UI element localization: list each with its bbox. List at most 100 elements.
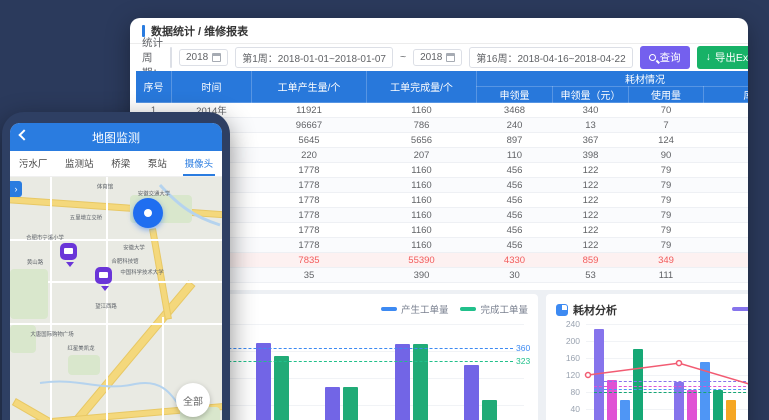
map-label: 五里墩立交桥	[69, 216, 103, 222]
phone-tab-泵站[interactable]: 泵站	[147, 159, 167, 170]
bar-group	[674, 362, 736, 420]
table-cell: 67	[703, 162, 748, 178]
table-cell: 67	[703, 222, 748, 238]
table-cell: 110	[476, 147, 553, 163]
bar-group	[594, 329, 643, 420]
table-cell: 7	[628, 117, 704, 133]
map-label: 合肥市宁溪小学	[26, 236, 64, 242]
consumables-chart-legend[interactable]	[732, 307, 748, 311]
map-street	[50, 177, 52, 420]
bar-group	[464, 365, 497, 420]
table-cell: 79	[628, 162, 704, 178]
table-cell: 67	[703, 237, 748, 253]
bar-产生工单量	[464, 365, 479, 420]
bar-完成工单量	[274, 356, 289, 420]
col-header-time: 时间	[171, 70, 252, 103]
table-cell: 67	[703, 207, 748, 223]
week-start-input[interactable]: 第1周：2018-01-01~2018-01-07	[235, 46, 393, 68]
consumables-chart-title: 耗材分析	[556, 302, 617, 318]
bar	[713, 390, 723, 420]
table-cell: 79	[628, 207, 704, 223]
table-cell: 55390	[366, 252, 477, 268]
workorder-bar-chart: 360 323	[138, 294, 538, 420]
breadcrumb-text: 数据统计 / 维修报表	[151, 25, 249, 38]
table-cell: 1778	[251, 192, 367, 208]
map-park	[68, 355, 100, 375]
table-cell: 1160	[366, 237, 477, 253]
bar-产生工单量	[395, 344, 410, 420]
bar-group	[256, 343, 289, 420]
reference-line	[168, 347, 513, 349]
table-cell: 456	[476, 177, 553, 193]
period-option-年[interactable]: 年	[171, 48, 172, 67]
table-cell: 390	[366, 267, 477, 283]
gridline	[586, 409, 748, 410]
phone-tab-bar: 污水厂 监测站 桥梁 泵站 摄像头	[10, 151, 222, 177]
reference-line	[594, 392, 748, 393]
table-cell: 859	[552, 252, 629, 268]
bar	[700, 362, 710, 420]
table-cell: 240	[476, 117, 553, 133]
workorder-chart-legend: 产生工单量 完成工单量	[380, 302, 528, 316]
map-label: 合肥科技馆	[111, 259, 139, 265]
chevron-left-icon[interactable]	[18, 129, 30, 141]
table-cell: 7835	[251, 252, 367, 268]
table-cell: 456	[476, 192, 553, 208]
chevron-right-icon[interactable]: ›	[10, 181, 22, 197]
table-cell: 79	[628, 222, 704, 238]
year-end-value: 2018	[420, 51, 443, 63]
table-cell: 124	[628, 132, 704, 148]
legend-item-产生工单量[interactable]: 产生工单量	[380, 302, 448, 316]
map-label: 体育馆	[96, 185, 114, 191]
table-cell: 786	[366, 117, 477, 133]
reference-line	[594, 388, 748, 390]
export-excel-button[interactable]: ↓ 导出Excel	[696, 45, 748, 69]
gridline	[586, 324, 748, 325]
table-cell: 67	[703, 192, 748, 208]
table-cell: 122	[552, 222, 629, 238]
mobile-phone-mockup: 地图监测 污水厂 监测站 桥梁 泵站 摄像头 体育馆 安徽交通大学 五里墩立交桥 合肥市宁溪小…	[2, 112, 230, 420]
table-cell: 4330	[476, 252, 553, 268]
report-table: 序号 时间 工单产生量/个 工单完成量/个 耗材情况 申领量申领量（元）使用量库…	[135, 70, 748, 306]
map-label: 大唐国际购物广场	[30, 332, 74, 338]
table-cell: 35	[251, 267, 367, 283]
camera-marker[interactable]	[60, 243, 77, 267]
reference-line-label: 323	[516, 355, 531, 366]
table-cell: 122	[552, 207, 629, 223]
bar-产生工单量	[325, 387, 340, 420]
camera-marker[interactable]	[95, 267, 112, 291]
table-cell: 5656	[366, 132, 477, 148]
phone-tab-摄像头[interactable]: 摄像头	[182, 151, 216, 176]
table-cell: 340	[552, 102, 629, 118]
phone-tab-污水厂[interactable]: 污水厂	[18, 159, 48, 170]
phone-tab-桥梁[interactable]: 桥梁	[111, 159, 131, 170]
year-end-select[interactable]: 2018	[413, 48, 463, 66]
query-button[interactable]: 查询	[639, 45, 690, 69]
table-row: 12014年119211160346834070250	[135, 102, 748, 118]
year-start-select[interactable]: 2018	[179, 48, 229, 66]
gridline	[586, 341, 748, 342]
map-street	[10, 239, 222, 241]
table-cell: 1778	[251, 162, 367, 178]
week-end-input[interactable]: 第16周：2018-04-16~2018-04-22	[469, 46, 633, 68]
table-cell: 122	[552, 177, 629, 193]
map-all-button[interactable]: 全部	[176, 383, 210, 417]
map-view[interactable]: 体育馆 安徽交通大学 五里墩立交桥 合肥市宁溪小学 安徽大学 黄山路 合肥科技馆 中国科学技术…	[10, 177, 222, 420]
year-start-value: 2018	[186, 51, 209, 63]
col-header-completed: 工单完成量/个	[366, 70, 477, 103]
legend-label: 完成工单量	[480, 305, 528, 316]
table-cell: 1160	[366, 102, 477, 118]
table-cell: 349	[628, 252, 704, 268]
legend-pill	[380, 307, 397, 311]
table-cell: 111	[628, 267, 704, 283]
y-axis-tick: 160	[565, 353, 580, 363]
phone-tab-监测站[interactable]: 监测站	[65, 159, 94, 170]
legend-item-完成工单量[interactable]: 完成工单量	[460, 302, 528, 316]
map-street	[10, 323, 222, 325]
table-cell: 67	[703, 177, 748, 193]
bar	[687, 390, 697, 420]
table-cell: 1160	[366, 192, 477, 208]
reference-line	[594, 385, 748, 387]
col-subheader: 使用量	[628, 86, 704, 103]
selected-camera-marker[interactable]	[133, 198, 163, 228]
